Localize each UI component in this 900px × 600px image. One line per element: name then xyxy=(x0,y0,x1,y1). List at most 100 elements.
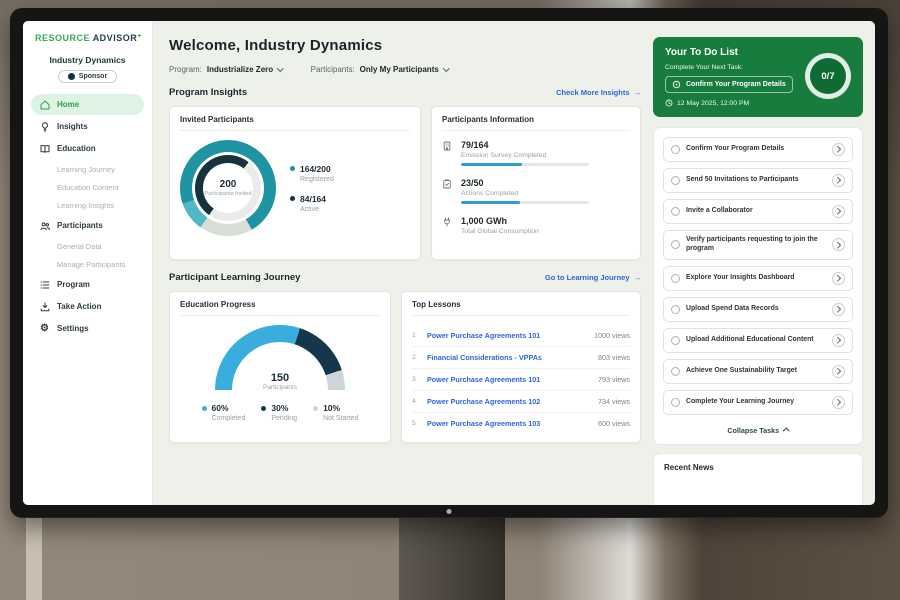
sidebar-item-home[interactable]: Home xyxy=(31,94,144,115)
progress-bar xyxy=(461,163,589,166)
check-more-insights-link[interactable]: Check More Insights → xyxy=(556,88,641,97)
task-circle-icon xyxy=(671,176,680,185)
task-go-button[interactable] xyxy=(832,396,845,409)
legend-pending: 30% Pending xyxy=(261,403,297,422)
lesson-views: 793 views xyxy=(598,375,630,384)
blue-dot-icon xyxy=(202,406,207,411)
lesson-link[interactable]: Power Purchase Agreements 103 xyxy=(427,419,591,428)
participants-filter[interactable]: Participants: Only My Participants xyxy=(311,65,449,74)
sidebar-item-settings[interactable]: ⚙ Settings xyxy=(31,318,144,339)
gear-icon: ⚙ xyxy=(39,323,50,334)
sidebar-item-learning-insights[interactable]: Learning Insights xyxy=(31,196,144,214)
program-filter-value: Industrialize Zero xyxy=(207,65,273,74)
progress-bar xyxy=(461,201,589,204)
logo-plus: + xyxy=(137,33,142,40)
task-go-button[interactable] xyxy=(832,238,845,251)
task-row[interactable]: Explore Your Insights Dashboard xyxy=(663,266,853,291)
next-task-pill[interactable]: Confirm Your Program Details xyxy=(665,76,793,93)
stat-global-consumption: 1,000 GWh Total Global Consumption xyxy=(442,216,630,239)
legend-label: Registered xyxy=(300,176,334,183)
sidebar-item-manage-participants[interactable]: Manage Participants xyxy=(31,255,144,273)
legend-value: 10% xyxy=(323,403,340,413)
sidebar-item-insights[interactable]: Insights xyxy=(31,116,144,137)
legend-value: 84/164 xyxy=(300,194,326,204)
task-go-button[interactable] xyxy=(832,143,845,156)
task-label: Achieve One Sustainability Target xyxy=(686,367,826,376)
task-go-button[interactable] xyxy=(832,205,845,218)
lesson-rank: 2 xyxy=(412,354,420,361)
program-filter[interactable]: Program: Industrialize Zero xyxy=(169,65,283,74)
people-icon xyxy=(39,220,50,231)
app-window: RESOURCE ADVISOR+ Industry Dynamics Spon… xyxy=(23,21,875,505)
sidebar-item-participants[interactable]: Participants xyxy=(31,215,144,236)
lesson-row: 2 Financial Considerations - VPPAs 803 v… xyxy=(412,347,630,369)
todo-progress-value: 0/7 xyxy=(821,71,834,82)
filter-bar: Program: Industrialize Zero Participants… xyxy=(169,65,641,74)
lesson-link[interactable]: Financial Considerations - VPPAs xyxy=(427,353,591,362)
task-circle-icon xyxy=(671,336,680,345)
task-row[interactable]: Complete Your Learning Journey xyxy=(663,390,853,415)
next-task-label: Confirm Your Program Details xyxy=(686,81,786,88)
legend-label: Not Started xyxy=(323,415,358,422)
legend-completed: 60% Completed xyxy=(202,403,246,422)
task-row[interactable]: Send 50 Invitations to Participants xyxy=(663,168,853,193)
collapse-tasks-button[interactable]: Collapse Tasks xyxy=(663,421,853,441)
sponsor-badge: Sponsor xyxy=(58,70,117,83)
stat-value: 79/164 xyxy=(461,140,589,150)
legend-label: Pending xyxy=(271,415,297,422)
link-label: Check More Insights xyxy=(556,88,629,97)
list-icon xyxy=(39,279,50,290)
sidebar-item-education-content[interactable]: Education Content xyxy=(31,178,144,196)
gauge-label: Participants xyxy=(215,384,345,391)
task-circle-icon xyxy=(671,274,680,283)
collapse-label: Collapse Tasks xyxy=(727,426,779,435)
lesson-link[interactable]: Power Purchase Agreements 102 xyxy=(427,397,591,406)
main-content: Welcome, Industry Dynamics Program: Indu… xyxy=(153,21,653,505)
donut-center: 200 Participants Invited xyxy=(203,163,253,213)
lesson-views: 600 views xyxy=(598,419,630,428)
target-icon xyxy=(672,80,681,89)
task-row[interactable]: Upload Additional Educational Content xyxy=(663,328,853,353)
sidebar: RESOURCE ADVISOR+ Industry Dynamics Spon… xyxy=(23,21,153,505)
lesson-rank: 3 xyxy=(412,376,420,383)
chevron-right-icon xyxy=(834,337,840,343)
lesson-link[interactable]: Power Purchase Agreements 101 xyxy=(427,375,591,384)
task-row[interactable]: Confirm Your Program Details xyxy=(663,137,853,162)
participants-filter-label: Participants: xyxy=(311,65,355,74)
navy-dot-icon xyxy=(261,406,266,411)
task-label: Explore Your Insights Dashboard xyxy=(686,274,826,283)
sidebar-nav: Home Insights Education Learn xyxy=(23,91,152,342)
card-title: Participants Information xyxy=(442,115,630,131)
task-go-button[interactable] xyxy=(832,272,845,285)
task-circle-icon xyxy=(671,398,680,407)
task-go-button[interactable] xyxy=(832,334,845,347)
task-label: Complete Your Learning Journey xyxy=(686,398,826,407)
book-icon xyxy=(39,143,50,154)
task-go-button[interactable] xyxy=(832,365,845,378)
sidebar-item-program[interactable]: Program xyxy=(31,274,144,295)
lesson-link[interactable]: Power Purchase Agreements 101 xyxy=(427,331,587,340)
lesson-row: 5 Power Purchase Agreements 103 600 view… xyxy=(412,413,630,434)
monitor-bezel: RESOURCE ADVISOR+ Industry Dynamics Spon… xyxy=(10,8,888,518)
window-light xyxy=(26,514,42,600)
task-label: Invite a Collaborator xyxy=(686,207,826,216)
section-title: Program Insights xyxy=(169,87,247,98)
logo-advisor: ADVISOR xyxy=(93,33,138,43)
card-title: Top Lessons xyxy=(412,300,630,316)
go-to-learning-journey-link[interactable]: Go to Learning Journey → xyxy=(545,273,641,282)
photo-backdrop: RESOURCE ADVISOR+ Industry Dynamics Spon… xyxy=(0,0,900,600)
task-row[interactable]: Verify participants requesting to join t… xyxy=(663,230,853,260)
chevron-right-icon xyxy=(834,177,840,183)
sidebar-item-take-action[interactable]: Take Action xyxy=(31,296,144,317)
task-go-button[interactable] xyxy=(832,303,845,316)
sidebar-item-general-data[interactable]: General Data xyxy=(31,237,144,255)
task-row[interactable]: Achieve One Sustainability Target xyxy=(663,359,853,384)
sidebar-item-learning-journey[interactable]: Learning Journey xyxy=(31,160,144,178)
sidebar-item-education[interactable]: Education xyxy=(31,138,144,159)
task-row[interactable]: Upload Spend Data Records xyxy=(663,297,853,322)
legend-active: 84/164 Active xyxy=(290,194,334,213)
task-go-button[interactable] xyxy=(832,174,845,187)
task-circle-icon xyxy=(671,305,680,314)
home-icon xyxy=(39,99,50,110)
task-row[interactable]: Invite a Collaborator xyxy=(663,199,853,224)
